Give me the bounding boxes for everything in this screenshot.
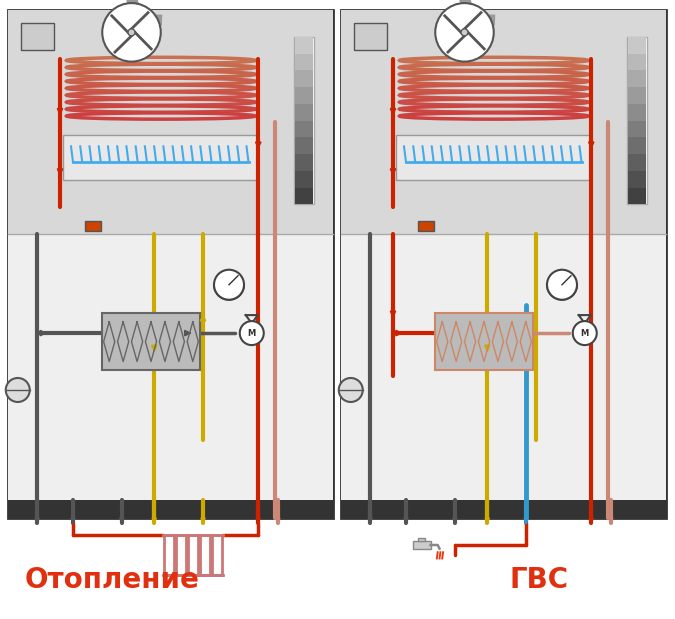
- Bar: [295, 137, 313, 154]
- Bar: [200, 535, 210, 575]
- Bar: [84, 220, 101, 230]
- Bar: [188, 535, 198, 575]
- Circle shape: [573, 321, 597, 345]
- Bar: [295, 71, 313, 87]
- Bar: [176, 535, 186, 575]
- Bar: [418, 220, 433, 230]
- Bar: [628, 137, 645, 154]
- Bar: [295, 54, 313, 71]
- Bar: [341, 500, 666, 518]
- Circle shape: [435, 3, 493, 62]
- Bar: [8, 10, 333, 233]
- Bar: [213, 535, 222, 575]
- Circle shape: [6, 378, 30, 402]
- Text: M: M: [580, 329, 589, 337]
- Bar: [341, 10, 666, 518]
- Bar: [628, 54, 645, 71]
- Bar: [354, 24, 387, 50]
- Text: ГВС: ГВС: [510, 566, 569, 594]
- Bar: [418, 538, 425, 542]
- Circle shape: [128, 29, 135, 36]
- Bar: [628, 87, 645, 104]
- Bar: [294, 37, 313, 204]
- Bar: [8, 500, 333, 518]
- Bar: [102, 313, 200, 370]
- Bar: [341, 10, 666, 233]
- Text: M: M: [248, 329, 256, 337]
- Circle shape: [339, 378, 362, 402]
- Bar: [8, 10, 333, 518]
- Bar: [295, 121, 313, 137]
- Bar: [628, 104, 645, 121]
- Bar: [295, 188, 313, 204]
- Bar: [63, 135, 259, 180]
- Bar: [341, 233, 666, 518]
- Circle shape: [240, 321, 264, 345]
- Bar: [295, 87, 313, 104]
- Bar: [628, 171, 645, 188]
- Bar: [628, 71, 645, 87]
- Bar: [628, 121, 645, 137]
- Bar: [628, 154, 645, 171]
- Circle shape: [214, 270, 244, 300]
- Bar: [628, 188, 645, 204]
- Circle shape: [461, 29, 468, 36]
- Bar: [295, 154, 313, 171]
- Text: Отопление: Отопление: [24, 566, 199, 594]
- Bar: [8, 233, 333, 518]
- Bar: [396, 135, 591, 180]
- Bar: [165, 535, 174, 575]
- Bar: [435, 313, 533, 370]
- Bar: [295, 37, 313, 54]
- Circle shape: [547, 270, 577, 300]
- Bar: [21, 24, 53, 50]
- Bar: [412, 542, 431, 548]
- Circle shape: [102, 3, 161, 62]
- Bar: [628, 37, 645, 54]
- Bar: [295, 104, 313, 121]
- Bar: [627, 37, 647, 204]
- Bar: [295, 171, 313, 188]
